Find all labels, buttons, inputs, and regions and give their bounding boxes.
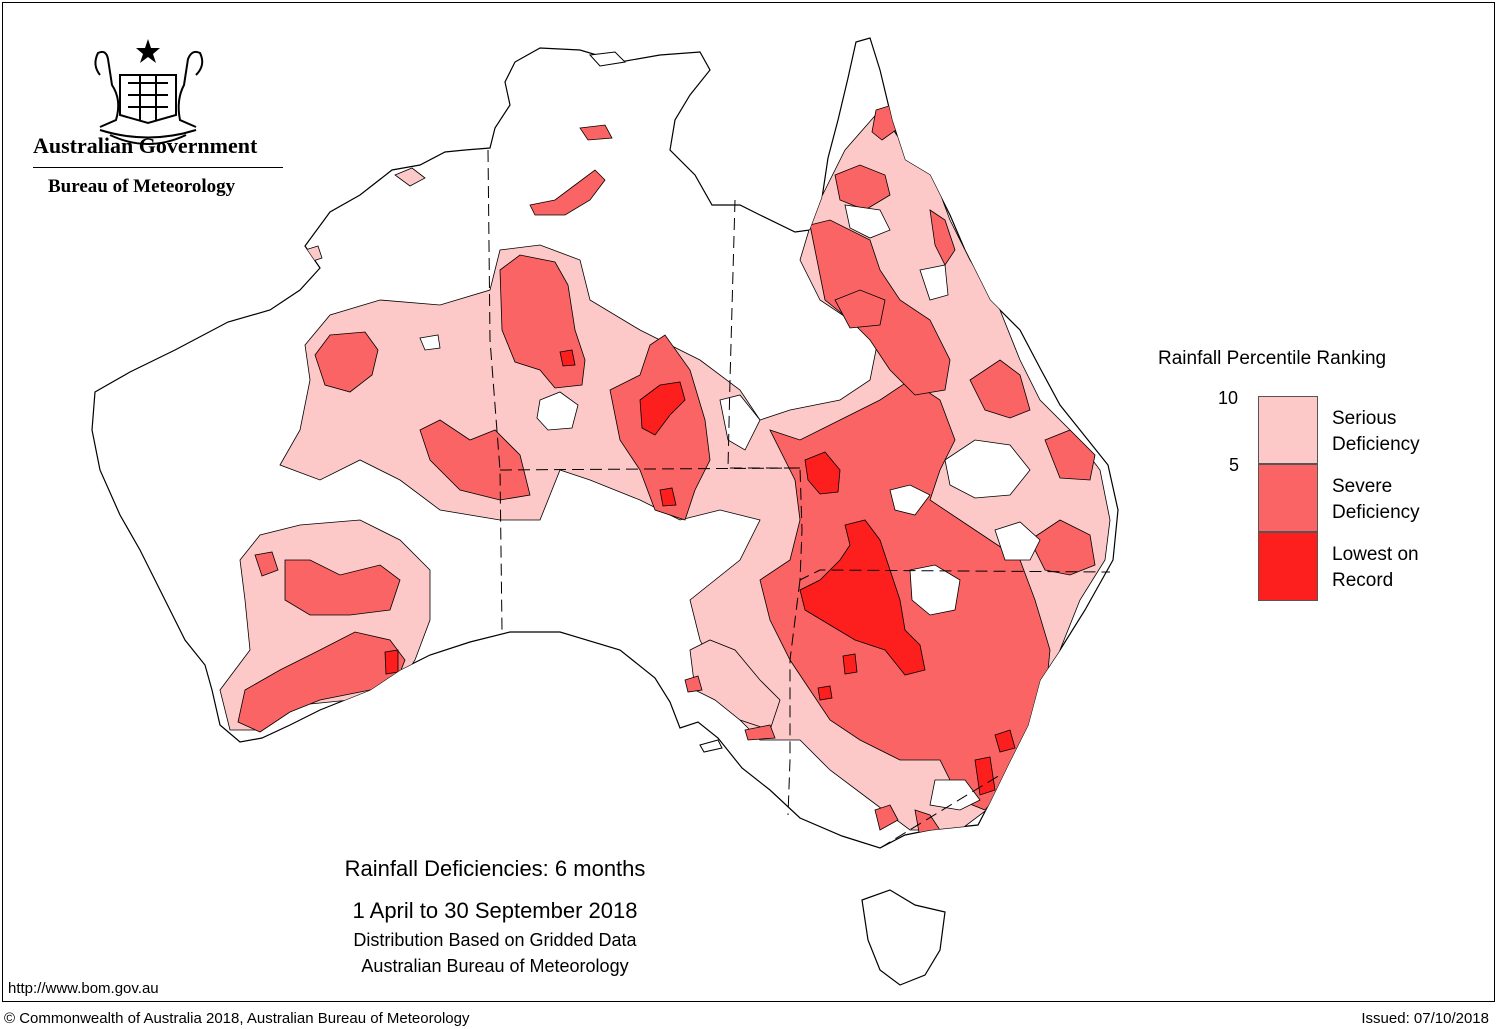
map-frame xyxy=(2,2,1495,1002)
state-borders xyxy=(487,149,1111,849)
legend-swatch-severe xyxy=(1258,464,1318,532)
caption-source: Australian Bureau of Meteorology xyxy=(361,956,629,976)
caption-title: Rainfall Deficiencies: 6 months xyxy=(344,856,646,881)
australia-map xyxy=(91,37,1119,986)
legend-swatch-lowest xyxy=(1258,532,1318,601)
bureau-name: Bureau of Meteorology xyxy=(48,176,236,197)
legend-label-lowest: Lowest on Record xyxy=(1332,544,1419,591)
legend-swatch-serious xyxy=(1258,396,1318,464)
kangaroo-island-outline xyxy=(699,739,723,753)
caption-period: 1 April to 30 September 2018 xyxy=(352,898,638,923)
header-divider xyxy=(33,167,283,168)
caption-method: Distribution Based on Gridded Data xyxy=(353,930,637,950)
legend-tick-5: 5 xyxy=(1229,455,1240,475)
copyright-notice: © Commonwealth of Australia 2018, Austra… xyxy=(4,1010,470,1027)
issued-date: Issued: 07/10/2018 xyxy=(1361,1010,1489,1027)
bom-website-link[interactable]: http://www.bom.gov.au xyxy=(8,980,159,997)
lowest-on-record-areas xyxy=(384,349,1016,796)
legend-tick-10: 10 xyxy=(1218,388,1239,408)
non-deficient-areas xyxy=(419,204,1041,811)
melville-island-outline xyxy=(588,51,627,67)
government-name: Australian Government xyxy=(33,133,258,158)
legend-label-serious: Serious Deficiency xyxy=(1332,408,1420,455)
tasmania-outline xyxy=(861,889,946,986)
legend-title: Rainfall Percentile Ranking xyxy=(1158,348,1387,369)
legend-label-severe: Severe Deficiency xyxy=(1332,476,1420,523)
coat-of-arms-icon xyxy=(94,39,204,145)
